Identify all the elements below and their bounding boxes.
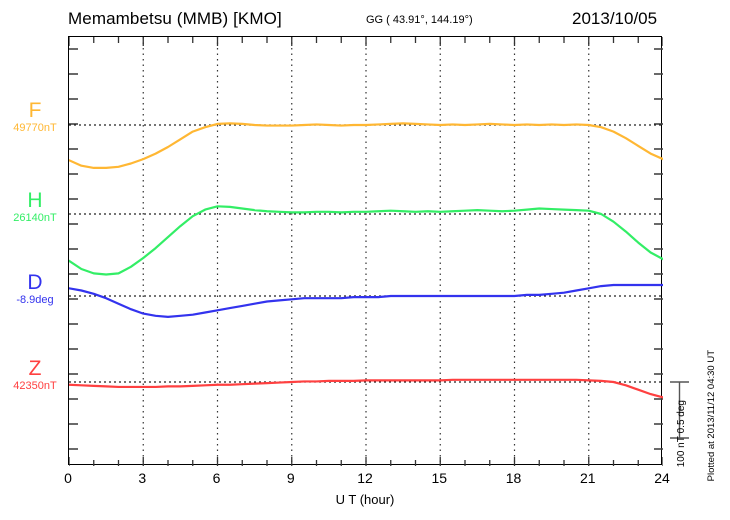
x-axis-tick-label: 21 xyxy=(579,470,596,486)
trace-d xyxy=(69,283,663,318)
component-symbol-d: D xyxy=(27,271,43,294)
component-baseline-value-z: 42350nT xyxy=(13,380,57,392)
scale-bar-label: 100 nT 0.5 deg xyxy=(676,400,687,467)
component-symbol-z: Z xyxy=(28,357,42,380)
component-symbol-f: F xyxy=(28,99,42,122)
page-title: Memambetsu (MMB) [KMO] xyxy=(68,9,282,28)
component-baseline-value-d: -8.9deg xyxy=(16,294,54,306)
trace-f xyxy=(69,122,663,169)
plotted-at-stamp: Plotted at 2013/11/12 04:30 UT xyxy=(706,350,717,482)
component-baseline-value-h: 26140nT xyxy=(13,212,57,224)
scale-bar-icon xyxy=(670,381,689,439)
x-axis-tick-label: 9 xyxy=(286,470,295,486)
observation-date: 2013/10/05 xyxy=(572,9,658,28)
magnetogram-plot-area xyxy=(68,36,663,466)
x-axis-tick-label: 15 xyxy=(431,470,448,486)
x-axis-tick-label: 3 xyxy=(138,470,147,486)
x-axis-tick-label: 24 xyxy=(654,470,670,486)
x-axis-title: U T (hour) xyxy=(335,492,395,507)
component-label-d: D -8.9deg xyxy=(4,272,66,307)
trace-z xyxy=(69,378,663,399)
x-axis-tick-label: 18 xyxy=(505,470,522,486)
component-label-h: H 26140nT xyxy=(4,190,66,225)
x-axis-tick-label: 12 xyxy=(357,470,373,486)
component-symbol-h: H xyxy=(27,189,43,212)
x-axis-tick-label: 0 xyxy=(64,470,72,486)
component-label-f: F 49770nT xyxy=(4,100,66,135)
scale-bar-nt: 100 nT xyxy=(676,436,687,468)
x-axis-tick-label: 6 xyxy=(212,470,221,486)
component-label-z: Z 42350nT xyxy=(4,358,66,393)
trace-h xyxy=(69,205,663,276)
geographic-coordinates: GG ( 43.91°, 144.19°) xyxy=(366,14,473,26)
magnetogram-canvas xyxy=(69,37,663,466)
component-baseline-value-f: 49770nT xyxy=(13,122,57,134)
scale-bar-deg: 0.5 deg xyxy=(676,400,687,434)
